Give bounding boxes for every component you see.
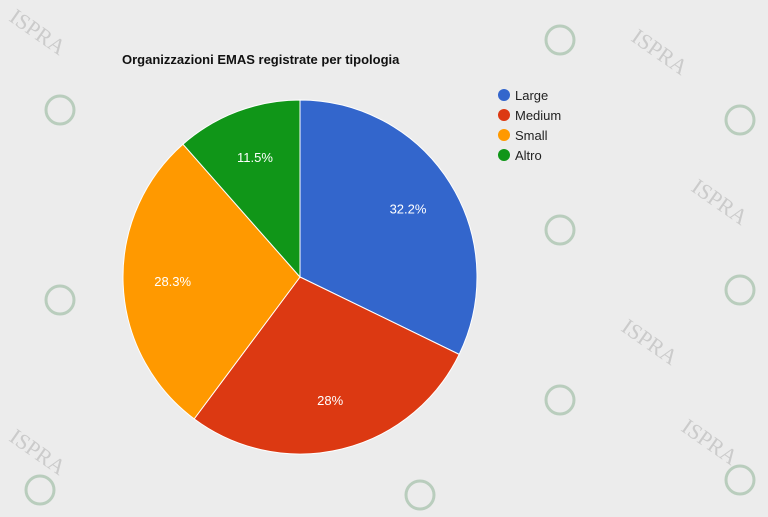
slice-label-altro: 11.5% (237, 150, 273, 165)
legend-item-large[interactable]: Large (498, 85, 561, 105)
pie-slice-altro[interactable] (182, 99, 301, 279)
watermark-emblem-icon (544, 384, 576, 416)
watermark-emblem-icon (44, 284, 76, 316)
legend-marker-icon (498, 109, 510, 121)
chart-title: Organizzazioni EMAS registrate per tipol… (122, 52, 400, 67)
watermark-emblem-icon (724, 104, 756, 136)
legend-label: Medium (515, 107, 562, 123)
slice-label-small: 28.3% (154, 274, 191, 289)
watermark-emblem-icon (724, 274, 756, 306)
watermark-emblem-icon (24, 474, 56, 506)
watermark-emblem-icon (404, 479, 436, 511)
legend-marker-icon (498, 129, 510, 141)
legend-marker-icon (498, 89, 510, 101)
watermark-emblem-icon (544, 214, 576, 246)
pie-slice-small[interactable] (122, 143, 301, 420)
pie-slice-large[interactable] (299, 99, 478, 356)
watermark-emblem-icon (544, 24, 576, 56)
pie-slice-medium[interactable] (193, 276, 460, 455)
watermark-emblem-icon (724, 464, 756, 496)
slice-label-large: 32.2% (390, 201, 427, 216)
legend-label: Large (515, 87, 549, 103)
legend-item-altro[interactable]: Altro (498, 145, 561, 165)
legend-label: Small (515, 127, 548, 143)
legend-marker-icon (498, 149, 510, 161)
legend: Large Medium Small Altro (498, 85, 561, 165)
legend-item-medium[interactable]: Medium (498, 105, 561, 125)
watermark-emblem-icon (44, 94, 76, 126)
legend-item-small[interactable]: Small (498, 125, 561, 145)
slice-label-medium: 28% (317, 393, 343, 408)
legend-label: Altro (515, 147, 542, 163)
